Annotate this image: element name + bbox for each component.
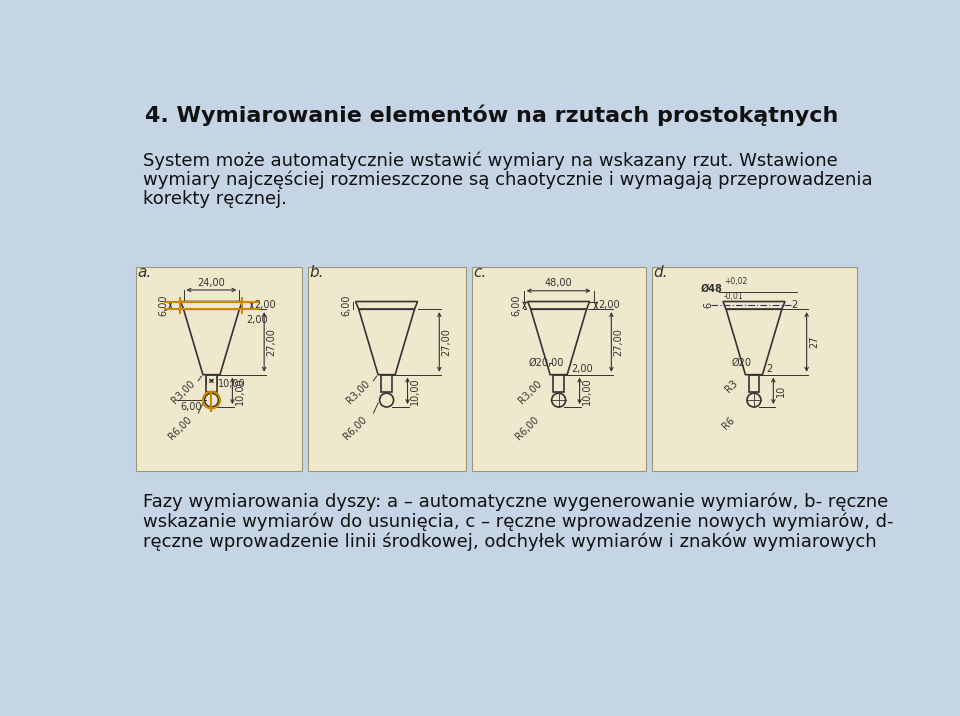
Text: 2,00: 2,00 <box>598 301 620 310</box>
Text: R3,00: R3,00 <box>170 379 197 406</box>
Text: 4. Wymiarowanie elementów na rzutach prostokątnych: 4. Wymiarowanie elementów na rzutach pro… <box>145 105 839 126</box>
Text: R6: R6 <box>720 415 736 431</box>
Text: System może automatycznie wstawić wymiary na wskazany rzut. Wstawione: System może automatycznie wstawić wymiar… <box>143 151 838 170</box>
Bar <box>472 267 646 471</box>
Text: 10,00: 10,00 <box>219 379 246 389</box>
Text: Ø48: Ø48 <box>700 284 722 294</box>
Text: 2,00: 2,00 <box>254 301 276 310</box>
Text: wskazanie wymiarów do usunięcia, c – ręczne wprowadzenie nowych wymiarów, d-: wskazanie wymiarów do usunięcia, c – ręc… <box>143 513 894 531</box>
Text: 27,00: 27,00 <box>613 328 624 356</box>
Text: a.: a. <box>137 264 152 279</box>
Bar <box>135 267 302 471</box>
Text: 2: 2 <box>791 301 798 310</box>
Text: 2: 2 <box>766 364 773 374</box>
Text: 27,00: 27,00 <box>267 328 276 356</box>
Text: 6,00: 6,00 <box>341 294 351 316</box>
Bar <box>652 267 857 471</box>
Text: R3: R3 <box>723 379 739 395</box>
Text: wymiary najczęściej rozmieszczone są chaotycznie i wymagają przeprowadzenia: wymiary najczęściej rozmieszczone są cha… <box>143 170 873 189</box>
Text: c.: c. <box>473 264 487 279</box>
Bar <box>553 374 564 392</box>
Text: korekty ręcznej.: korekty ręcznej. <box>143 190 287 208</box>
Bar <box>307 267 467 471</box>
Text: 48,00: 48,00 <box>545 279 572 289</box>
Text: 24,00: 24,00 <box>198 278 226 288</box>
Text: 10,00: 10,00 <box>410 377 420 405</box>
Bar <box>206 374 217 392</box>
Text: Fazy wymiarowania dyszy: a – automatyczne wygenerowanie wymiarów, b- ręczne: Fazy wymiarowania dyszy: a – automatyczn… <box>143 493 889 511</box>
Text: R6,00: R6,00 <box>342 415 369 442</box>
Text: 2,00: 2,00 <box>247 315 268 325</box>
Text: -0,01: -0,01 <box>724 292 743 301</box>
Text: 6: 6 <box>704 302 713 309</box>
Text: 10,00: 10,00 <box>234 377 245 405</box>
Text: R6,00: R6,00 <box>166 415 194 442</box>
Text: +0,02: +0,02 <box>724 277 747 286</box>
Text: ręczne wprowadzenie linii środkowej, odchyłek wymiarów i znaków wymiarowych: ręczne wprowadzenie linii środkowej, odc… <box>143 533 876 551</box>
Bar <box>749 374 759 392</box>
Text: 2,00: 2,00 <box>571 364 592 374</box>
Text: d.: d. <box>653 264 668 279</box>
Text: R3,00: R3,00 <box>345 379 372 406</box>
Text: 6,00: 6,00 <box>180 402 203 412</box>
Text: R6,00: R6,00 <box>514 415 540 442</box>
Text: Ø20,00: Ø20,00 <box>528 358 564 368</box>
Bar <box>381 374 392 392</box>
Text: 6,00: 6,00 <box>158 294 168 316</box>
Text: 6,00: 6,00 <box>512 294 521 316</box>
Text: 27: 27 <box>809 336 819 348</box>
Text: 10,00: 10,00 <box>582 377 592 405</box>
Text: Ø20: Ø20 <box>732 358 752 368</box>
Text: 10: 10 <box>776 384 785 397</box>
Text: R3,00: R3,00 <box>516 379 544 406</box>
Text: b.: b. <box>309 264 324 279</box>
Text: 27,00: 27,00 <box>442 328 451 356</box>
